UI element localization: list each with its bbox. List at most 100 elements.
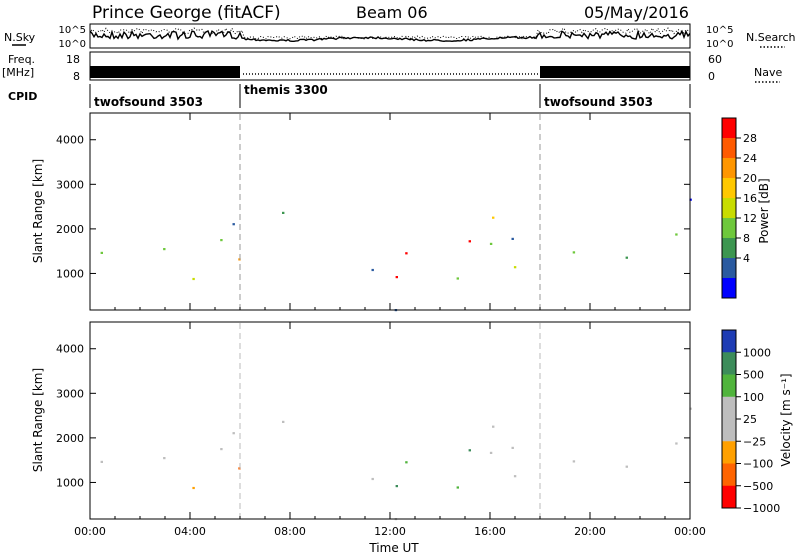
velocity-y-ticks: 1000 2000 3000 4000 [56,343,690,489]
power-cell [513,266,517,269]
power-panel: 1000 2000 3000 4000 Slant Range [km] [31,112,692,312]
power-heatmap [100,198,692,312]
freq-bar-1 [90,66,240,78]
power-colorbar-tick-label: 16 [743,192,757,205]
velocity-colorbar-swatch [722,419,736,442]
velocity-colorbar-tick-label: −500 [743,480,773,493]
velocity-cell [371,477,374,481]
power-cell [232,223,235,226]
power-cell [100,251,103,254]
velocity-cell [395,485,398,488]
power-cell [625,256,628,259]
nsky-label: N.Sky [4,31,36,44]
cpid-label: CPID [8,90,37,103]
power-colorbar-swatch [722,198,736,219]
noise-sky-line [89,29,691,43]
y-tick-label: 1000 [56,267,84,280]
cpid-segment-1: twofsound 3503 [94,95,203,109]
power-colorbar-tick-label: 4 [743,252,750,265]
power-cell [163,248,166,251]
power-cell [371,268,374,272]
power-colorbar-tick-label: 24 [743,152,757,165]
velocity-panel-frame [89,321,691,520]
noise-panel-frame [89,23,691,49]
power-cell [492,216,495,219]
x-tick-label: 08:00 [274,525,306,538]
power-cell [572,251,576,254]
velocity-cell [163,457,166,460]
velocity-colorbar-swatch [722,441,736,464]
power-cell [220,239,223,242]
velocity-cell [100,460,103,463]
velocity-colorbar-tick-label: 100 [743,391,764,404]
velocity-cell [192,486,195,490]
power-panel-frame [89,112,691,311]
cpid-segment-3: twofsound 3503 [544,95,653,109]
noise-panel: 10^5 10^0 10^5 10^0 [59,23,733,50]
velocity-cell [405,461,408,464]
noise-right-tick-bottom: 10^0 [706,39,733,50]
noise-right-tick-top: 10^5 [706,25,733,36]
velocity-cell [232,432,235,435]
velocity-cell [513,475,517,478]
velocity-heatmap [100,407,692,521]
velocity-cell [456,486,459,489]
velocity-colorbar: 1000 500 100 25 −25 −100 −500 −1000 Velocity [m… [721,329,793,515]
velocity-cell [511,446,514,449]
velocity-colorbar-tick-label: −100 [743,458,773,471]
nave-right-tick-top: 60 [708,53,722,66]
velocity-cell [625,465,628,468]
power-cell [456,277,459,280]
freq-panel: 18 8 60 0 [66,51,722,83]
nave-label: Nave [754,66,782,79]
velocity-cell [492,425,495,428]
freq-bars [90,66,690,78]
x-tick-label: 16:00 [474,525,506,538]
date-title: 05/May/2016 [584,3,689,22]
nsearch-label: N.Search [746,31,796,44]
velocity-colorbar-swatch [722,352,736,375]
power-y-ticks: 1000 2000 3000 4000 [56,134,690,280]
power-colorbar-label: Power [dB] [757,178,771,243]
x-axis-ticks: 00:00 04:00 08:00 12:00 16:00 20:00 00:00 [74,113,706,538]
velocity-colorbar-swatch [722,330,736,353]
cpid-row: twofsound 3503 themis 3300 twofsound 350… [89,83,691,109]
velocity-cell [468,449,471,452]
power-colorbar-tick-label: 20 [743,172,757,185]
velocity-cell [489,451,493,454]
beam-title: Beam 06 [356,3,428,22]
y-tick-label: 4000 [56,343,84,356]
velocity-cell [282,420,285,423]
velocity-cell [572,460,576,463]
velocity-cell [689,407,692,410]
power-cell [395,276,398,279]
power-colorbar-swatch [722,258,736,279]
power-colorbar: 28 24 20 16 12 8 4 Power [dB] [721,117,771,299]
velocity-colorbar-tick-label: 1000 [743,346,771,359]
velocity-colorbar-tick-label: 500 [743,369,764,382]
freq-left-tick-bottom: 8 [73,70,80,83]
station-title: Prince George (fitACF) [92,3,281,23]
power-colorbar-swatch [722,138,736,159]
power-cell [282,211,285,214]
velocity-cell [220,448,223,451]
velocity-colorbar-tick-label: −1000 [743,502,780,515]
power-colorbar-swatch [722,218,736,239]
velocity-y-axis-label: Slant Range [km] [31,368,45,472]
power-colorbar-swatch [722,178,736,199]
velocity-colorbar-swatch [722,463,736,487]
power-colorbar-tick-label: 8 [743,232,750,245]
power-cell [675,233,678,236]
cpid-segment-2: themis 3300 [244,83,328,97]
noise-left-tick-top: 10^5 [59,25,86,36]
x-tick-label: 20:00 [574,525,606,538]
power-colorbar-tick-label: 28 [743,132,757,145]
velocity-colorbar-tick-label: −25 [743,435,766,448]
velocity-colorbar-swatch [722,485,736,509]
velocity-colorbar-tick-label: 25 [743,413,757,426]
power-cell [405,252,408,255]
power-cell [689,198,692,201]
y-tick-label: 2000 [56,223,84,236]
velocity-colorbar-swatch [722,396,736,420]
power-colorbar-tick-label: 12 [743,212,757,225]
